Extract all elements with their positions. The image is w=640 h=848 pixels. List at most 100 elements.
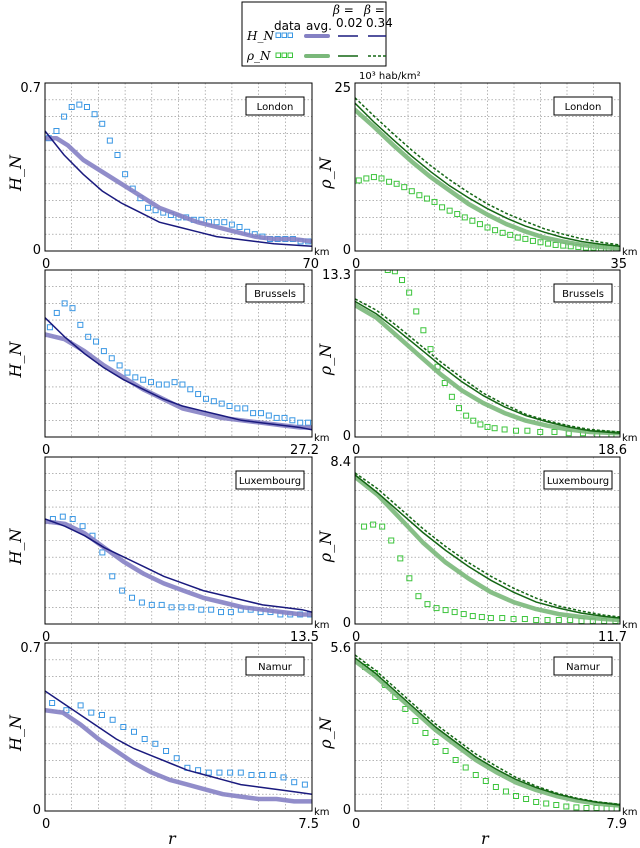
city-label: London bbox=[565, 102, 602, 113]
data-point bbox=[454, 211, 461, 218]
x-tick-label-min: 0 bbox=[42, 443, 50, 458]
data-point bbox=[361, 523, 368, 530]
data-point bbox=[77, 321, 84, 328]
plot-area bbox=[45, 300, 312, 431]
legend-col-data: data bbox=[274, 19, 301, 33]
data-point bbox=[198, 606, 205, 613]
data-point bbox=[553, 802, 560, 808]
data-point bbox=[593, 805, 600, 811]
data-point bbox=[248, 772, 255, 778]
x-tick-label-min: 0 bbox=[42, 257, 50, 272]
fit-line-beta-0.02 bbox=[355, 300, 620, 434]
y-tick-label-min: 0 bbox=[343, 243, 351, 258]
y-tick-label-max: 0.7 bbox=[20, 641, 41, 656]
data-point bbox=[281, 414, 288, 421]
data-point bbox=[533, 799, 540, 805]
data-point bbox=[408, 188, 415, 195]
data-point bbox=[59, 513, 66, 520]
data-point bbox=[77, 702, 84, 709]
city-label-box bbox=[543, 470, 613, 490]
x-unit-km: km bbox=[314, 620, 330, 631]
data-point bbox=[140, 376, 147, 383]
data-point bbox=[131, 728, 137, 735]
data-point bbox=[412, 718, 419, 724]
data-point bbox=[236, 224, 243, 230]
data-point bbox=[305, 419, 312, 426]
data-point bbox=[432, 739, 439, 745]
data-point bbox=[257, 410, 264, 417]
data-point bbox=[413, 308, 420, 315]
data-point bbox=[152, 740, 159, 747]
y-axis-label: H_N bbox=[6, 154, 25, 192]
data-point bbox=[551, 428, 558, 435]
density-unit-label: 10³ hab/km² bbox=[359, 71, 421, 82]
data-point bbox=[88, 709, 95, 716]
data-point bbox=[388, 537, 395, 544]
legend-row-rho: ρ_N bbox=[246, 49, 271, 63]
data-point bbox=[442, 607, 449, 614]
data-point bbox=[93, 338, 100, 345]
data-point bbox=[178, 604, 185, 611]
x-unit-km: km bbox=[622, 620, 638, 631]
data-point bbox=[265, 412, 272, 419]
data-point bbox=[99, 549, 106, 556]
data-point bbox=[470, 417, 477, 424]
data-point bbox=[469, 217, 476, 224]
y-axis-label: H_N bbox=[6, 528, 25, 566]
data-point bbox=[423, 195, 430, 202]
data-point bbox=[269, 772, 276, 778]
data-point bbox=[148, 601, 155, 608]
legend-data-marker bbox=[287, 32, 293, 38]
plot-area bbox=[355, 654, 620, 811]
panel-frame bbox=[354, 82, 621, 252]
data-point bbox=[499, 615, 506, 622]
data-point bbox=[216, 769, 223, 776]
x-tick-label-max: 7.9 bbox=[606, 817, 627, 832]
data-point bbox=[386, 178, 393, 185]
data-point bbox=[378, 175, 385, 182]
data-point bbox=[462, 764, 469, 771]
data-point bbox=[537, 428, 544, 435]
data-point bbox=[187, 386, 194, 393]
panel-frame bbox=[354, 642, 621, 812]
avg-line bbox=[355, 474, 620, 623]
data-point bbox=[461, 214, 468, 221]
x-unit-km: km bbox=[314, 433, 330, 444]
data-point bbox=[448, 393, 455, 400]
data-point bbox=[384, 270, 391, 273]
data-point bbox=[195, 391, 202, 398]
data-point bbox=[477, 421, 484, 428]
data-point bbox=[499, 229, 506, 236]
x-tick-label-min: 0 bbox=[42, 630, 50, 645]
data-point bbox=[452, 757, 459, 763]
legend-data-marker bbox=[281, 32, 287, 38]
data-point bbox=[148, 379, 155, 386]
data-point bbox=[273, 414, 280, 421]
data-point bbox=[158, 601, 165, 608]
data-point bbox=[259, 772, 266, 778]
data-point bbox=[439, 204, 446, 211]
y-tick-label-min: 0 bbox=[33, 243, 41, 258]
data-point bbox=[441, 380, 448, 387]
data-point bbox=[573, 804, 580, 811]
x-tick-label-min: 0 bbox=[352, 257, 360, 272]
data-point bbox=[543, 800, 550, 807]
data-point bbox=[218, 609, 225, 616]
data-point bbox=[507, 231, 514, 238]
avg-line bbox=[45, 135, 312, 244]
data-point bbox=[108, 355, 115, 362]
data-point bbox=[555, 617, 562, 624]
data-point bbox=[237, 769, 244, 776]
data-point bbox=[122, 171, 129, 178]
data-point bbox=[524, 427, 531, 434]
x-tick-label-max: 13.5 bbox=[290, 630, 319, 645]
data-point bbox=[603, 805, 610, 811]
data-point bbox=[85, 333, 92, 340]
data-point bbox=[227, 769, 234, 776]
data-point bbox=[487, 615, 494, 622]
data-point bbox=[446, 207, 453, 214]
city-label: Namur bbox=[566, 662, 601, 673]
data-point bbox=[68, 104, 75, 110]
